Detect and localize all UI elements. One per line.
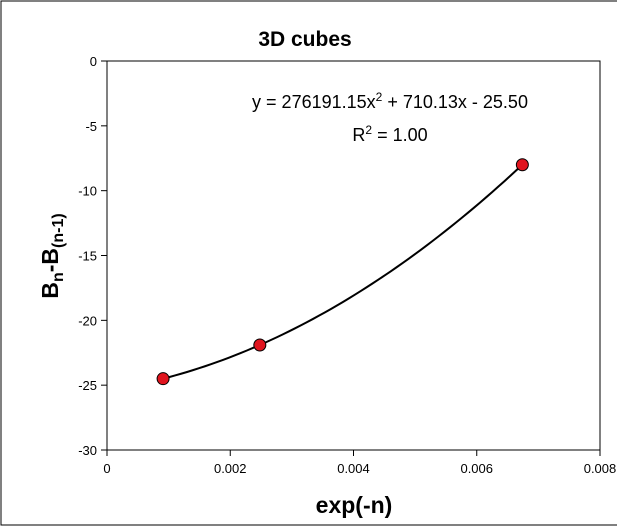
y-axis: 0 -5 -10 -15 -20 -25 -30 (78, 54, 107, 458)
r2-part1: R (352, 125, 365, 145)
x-tick-label: 0.002 (214, 461, 247, 476)
x-axis-title: exp(-n) (316, 492, 393, 518)
r-squared: R2 = 1.00 (352, 123, 427, 145)
y-title-sub1: n (50, 272, 67, 282)
y-axis-title: Bn-B(n-1) (37, 213, 67, 298)
x-tick-label: 0.008 (584, 461, 617, 476)
equation-part2: + 710.13x - 25.50 (382, 92, 528, 112)
y-title-part2: -B (37, 248, 63, 272)
equation-part1: y = 276191.15x (252, 92, 376, 112)
x-axis: 0 0.002 0.004 0.006 0.008 (103, 450, 616, 476)
y-tick-label: -25 (78, 378, 97, 393)
y-tick-label: -5 (85, 119, 97, 134)
data-point (253, 338, 267, 352)
y-tick-label: -15 (78, 249, 97, 264)
data-point (515, 158, 529, 172)
trendline (162, 163, 524, 380)
r2-part2: = 1.00 (372, 125, 428, 145)
y-tick-label: -30 (78, 443, 97, 458)
y-title-sub2: (n-1) (50, 213, 67, 248)
equation-exponent: 2 (376, 90, 383, 104)
trendline-equation: y = 276191.15x2 + 710.13x - 25.50 (252, 90, 528, 112)
data-points (156, 158, 529, 386)
x-tick-label: 0.004 (337, 461, 370, 476)
chart-title: 3D cubes (258, 28, 351, 51)
y-title-part1: B (37, 282, 63, 299)
r2-exponent: 2 (365, 123, 372, 137)
y-tick-label: -10 (78, 184, 97, 199)
x-tick-label: 0 (103, 461, 110, 476)
x-tick-label: 0.006 (460, 461, 493, 476)
y-tick-label: -20 (78, 313, 97, 328)
plot-area (106, 60, 601, 451)
data-point (156, 372, 170, 386)
y-tick-label: 0 (90, 54, 97, 69)
